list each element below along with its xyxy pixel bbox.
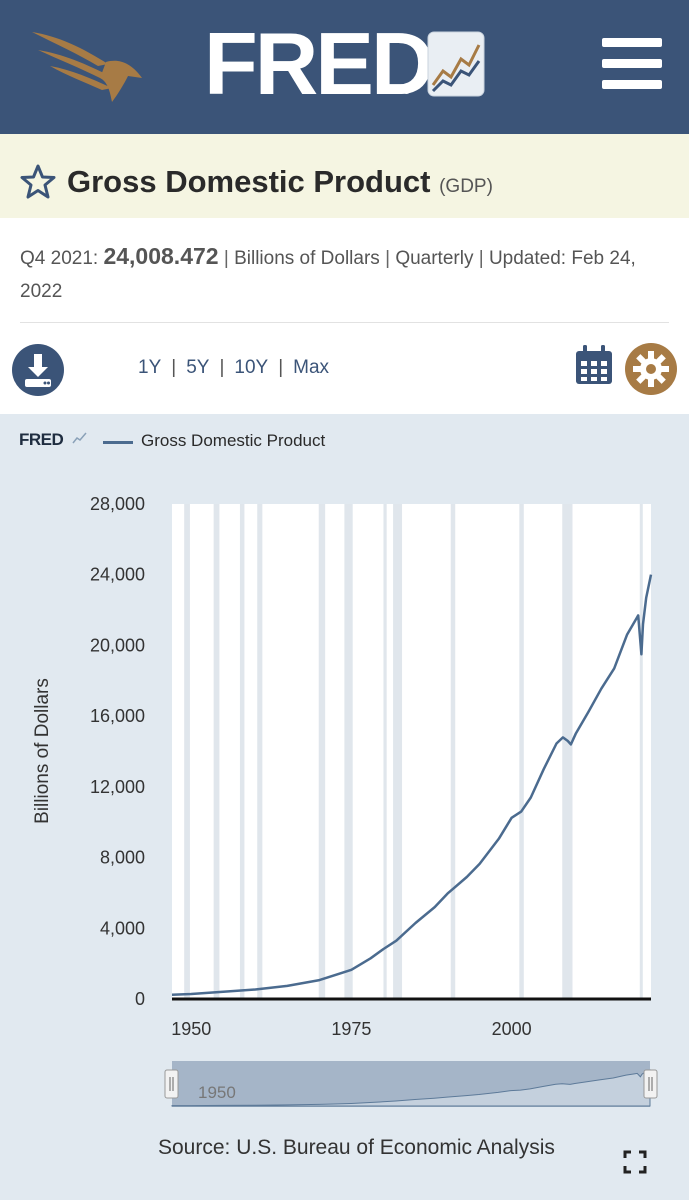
page-title: Gross Domestic Product (GDP)	[67, 164, 493, 200]
y-tick-label: 4,000	[100, 918, 145, 938]
y-axis-label: Billions of Dollars	[32, 678, 53, 824]
recession-band	[639, 504, 643, 999]
y-tick-label: 24,000	[90, 565, 145, 585]
units: Billions of Dollars	[234, 248, 380, 269]
legend-label[interactable]: Gross Domestic Product	[141, 431, 326, 450]
chart-source: Source: U.S. Bureau of Economic Analysis	[158, 1136, 555, 1159]
eagle-logo-icon[interactable]	[28, 26, 148, 106]
recession-band	[318, 504, 326, 999]
recession-band	[383, 504, 387, 999]
navigator-series-area	[171, 1069, 651, 1107]
frequency: Quarterly	[395, 248, 474, 269]
y-tick-label: 8,000	[100, 848, 145, 868]
registered-mark: ®	[403, 86, 411, 97]
fred-chart-mini-icon	[72, 432, 87, 444]
series-line-gdp[interactable]	[171, 574, 653, 996]
fred-logo[interactable]: FRED	[204, 14, 435, 113]
separator: |	[278, 357, 284, 378]
fullscreen-icon[interactable]	[623, 1150, 647, 1174]
navigator-year-label: 1950	[198, 1083, 236, 1102]
range-1y[interactable]: 1Y	[138, 357, 162, 378]
recession-band	[213, 504, 220, 999]
separator: |	[223, 248, 229, 269]
y-tick-label: 12,000	[90, 777, 145, 797]
updated-date: Feb 24, 2022	[20, 248, 636, 302]
gear-icon[interactable]	[624, 342, 678, 396]
series-meta: Q4 2021: 24,008.472 | Billions of Dollar…	[20, 240, 675, 308]
star-icon[interactable]	[20, 164, 56, 200]
x-tick-label: 1975	[331, 1019, 371, 1039]
recession-band	[184, 504, 190, 999]
series-id: (GDP)	[439, 176, 493, 197]
y-tick-label: 0	[135, 989, 145, 1009]
recession-band	[519, 504, 524, 999]
download-icon[interactable]	[11, 343, 65, 397]
recession-band	[393, 504, 403, 999]
y-tick-label: 16,000	[90, 706, 145, 726]
divider	[20, 322, 669, 323]
date-range-selector: 1Y | 5Y | 10Y | Max	[138, 357, 329, 379]
x-tick-label: 1950	[171, 1019, 211, 1039]
separator: |	[385, 248, 391, 269]
range-10y[interactable]: 10Y	[234, 357, 269, 378]
navigator-left-handle[interactable]	[164, 1069, 179, 1099]
navigator-right-handle[interactable]	[643, 1069, 658, 1099]
recession-band	[257, 504, 263, 999]
chart-brand: FRED	[19, 430, 64, 449]
recession-band	[344, 504, 353, 999]
separator: |	[171, 357, 177, 378]
legend-swatch	[103, 441, 133, 444]
y-tick-label: 28,000	[90, 494, 145, 514]
recession-band	[450, 504, 456, 999]
range-5y[interactable]: 5Y	[186, 357, 210, 378]
separator: |	[478, 248, 484, 269]
fred-chart-icon	[427, 31, 485, 97]
updated-label: Updated:	[488, 248, 567, 269]
series-title: Gross Domestic Product	[67, 164, 431, 199]
observation-period: Q4 2021:	[20, 248, 99, 269]
x-tick-label: 2000	[492, 1019, 532, 1039]
range-max[interactable]: Max	[293, 357, 330, 378]
title-bar	[0, 134, 689, 218]
recession-band	[239, 504, 245, 999]
recession-band	[562, 504, 573, 999]
gdp-line-chart[interactable]: 0 4,000 8,000 12,000 16,000 20,000 24,000 28,00…	[0, 414, 689, 1094]
observation-value: 24,008.472	[103, 243, 219, 269]
range-navigator[interactable]: 1950	[164, 1060, 658, 1108]
separator: |	[219, 357, 225, 378]
hamburger-menu-icon[interactable]	[602, 38, 662, 90]
y-tick-label: 20,000	[90, 635, 145, 655]
calendar-icon[interactable]	[574, 344, 614, 386]
